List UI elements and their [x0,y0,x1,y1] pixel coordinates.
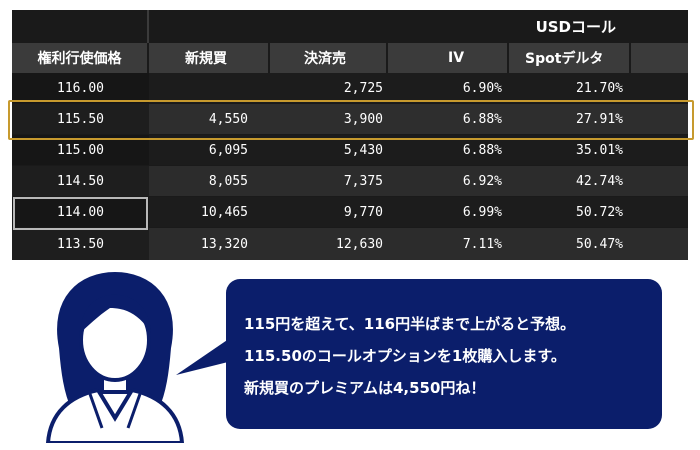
strike-cell[interactable]: 115.00 [57,142,104,158]
column-header-spacer [631,43,688,73]
strike-cell-bg [12,197,149,227]
strike-cell[interactable]: 116.00 [57,80,104,96]
iv-cell: 6.99% [462,204,502,220]
usd-call-group-header: USDコール [149,10,688,43]
option-price-board: USDコール 権利行使価格 新規買 決済売 IV Spotデルタ 116.00 … [12,10,688,260]
sell-price-cell[interactable]: 2,725 [343,80,383,96]
column-header-delta: Spotデルタ [509,43,631,73]
sell-price-cell[interactable]: 3,900 [343,111,383,127]
speech-line-1: 115円を超えて、116円半ばまで上がると予想。 [244,315,576,333]
column-label-strike: 権利行使価格 [37,51,122,67]
strike-cell[interactable]: 114.50 [57,173,104,189]
delta-cell: 35.01% [576,142,623,158]
buy-price-cell[interactable]: 4,550 [208,111,248,127]
iv-cell: 6.92% [462,173,502,189]
sell-price-cell[interactable]: 5,430 [343,142,383,158]
iv-cell: 7.11% [462,236,502,252]
column-header-buy: 新規買 [149,43,270,73]
sell-price-cell[interactable]: 12,630 [336,236,383,252]
delta-cell: 50.47% [576,236,623,252]
woman-avatar-icon [45,271,185,443]
speech-bubble [226,279,662,429]
strike-cell-bg [12,104,149,134]
strike-cell[interactable]: 113.50 [57,236,104,252]
column-label-buy: 新規買 [185,51,227,67]
strike-cell-bg [12,73,149,103]
sell-price-cell[interactable]: 9,770 [343,204,383,220]
delta-cell: 27.91% [576,111,623,127]
column-header-sell: 決済売 [270,43,388,73]
strike-cell-bg [12,135,149,165]
delta-cell: 42.74% [576,173,623,189]
usd-call-label: USDコール [535,18,616,36]
speech-line-2: 115.50のコールオプションを1枚購入します。 [244,347,566,365]
buy-price-cell[interactable]: 13,320 [201,236,248,252]
delta-cell: 21.70% [576,80,623,96]
column-label-iv: IV [448,50,465,66]
sell-price-cell[interactable]: 7,375 [343,173,383,189]
column-header-iv: IV [388,43,509,73]
buy-price-cell[interactable]: 8,055 [208,173,248,189]
speech-bubble-tail-icon [176,334,236,375]
strike-cell-bg [12,228,149,260]
selected-row-highlight [8,100,694,140]
focused-strike-cell-border [13,197,148,230]
iv-cell: 6.88% [462,142,502,158]
strike-header-blank [12,10,149,43]
column-label-sell: 決済売 [304,51,346,67]
strike-cell-focused[interactable]: 114.00 [57,204,104,220]
buy-price-cell[interactable] [149,73,248,103]
buy-price-cell[interactable]: 10,465 [201,204,248,220]
column-header-strike: 権利行使価格 [12,43,149,73]
delta-cell: 50.72% [576,204,623,220]
speech-line-3: 新規買のプレミアムは4,550円ね！ [244,379,486,397]
iv-cell: 6.88% [462,111,502,127]
strike-cell-bg [12,166,149,196]
column-label-delta: Spotデルタ [525,51,604,67]
buy-price-cell[interactable]: 6,095 [208,142,248,158]
iv-cell: 6.90% [462,80,502,96]
strike-cell[interactable]: 115.50 [57,111,104,127]
